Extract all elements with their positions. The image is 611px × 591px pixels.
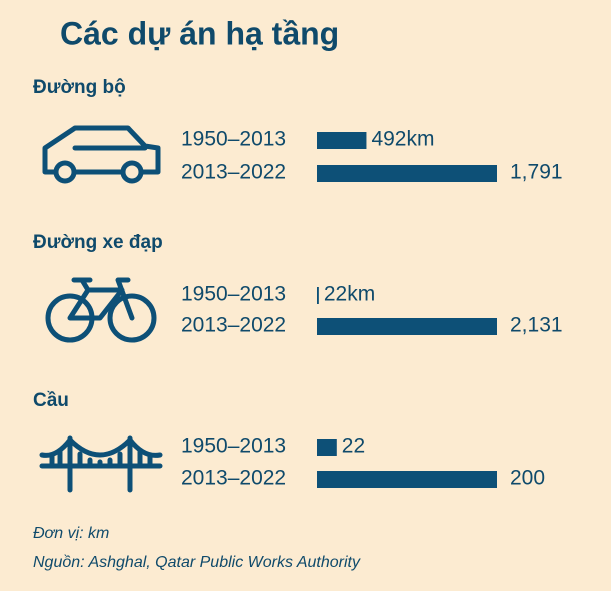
category-label: 1950–2013: [181, 128, 286, 151]
value-label: 1,791: [510, 161, 563, 184]
value-label: 492km: [371, 128, 434, 151]
bridge-icon: [39, 435, 163, 493]
value-label: 200: [510, 467, 545, 490]
category-label: 1950–2013: [181, 283, 286, 306]
title: Các dự án hạ tầng: [60, 15, 339, 51]
category-label: 1950–2013: [181, 435, 286, 458]
section-title: Đường bộ: [33, 77, 126, 98]
car-icon: [42, 125, 161, 184]
unit-note: Đơn vị: km: [33, 525, 109, 542]
value-label: 22: [342, 435, 365, 458]
value-label: 2,131: [510, 314, 563, 337]
source: Nguồn: Ashghal, Qatar Public Works Autho…: [33, 554, 361, 571]
value-label: 22km: [324, 283, 375, 306]
bar: [317, 165, 497, 182]
bike-icon: [45, 277, 157, 343]
bar: [317, 132, 367, 149]
bar: [317, 439, 337, 456]
section-title: Đường xe đạp: [33, 232, 163, 253]
bar: [317, 471, 497, 488]
category-label: 2013–2022: [181, 161, 286, 184]
section-title: Cầu: [33, 390, 69, 411]
bar: [317, 287, 319, 304]
bar: [317, 318, 497, 335]
category-label: 2013–2022: [181, 314, 286, 337]
category-label: 2013–2022: [181, 467, 286, 490]
